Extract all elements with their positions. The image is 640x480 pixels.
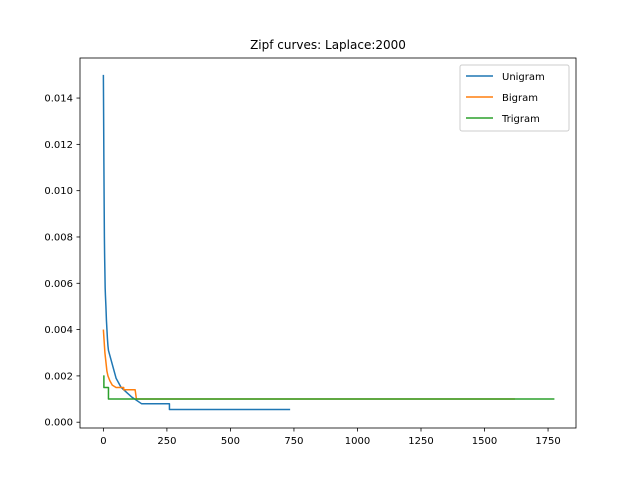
x-tick-label: 500 (221, 436, 240, 447)
legend-label-trigram: Trigram (501, 114, 540, 125)
plot-frame (79, 57, 577, 429)
y-tick-label: 0.006 (44, 279, 73, 290)
x-tick-label: 750 (284, 436, 303, 447)
y-tick-label: 0.014 (44, 94, 73, 105)
x-tick-label: 1750 (535, 436, 560, 447)
series-layer (102, 74, 555, 411)
y-tick-label: 0.000 (44, 418, 73, 429)
y-tick-label: 0.004 (44, 325, 73, 336)
x-tick-label: 250 (157, 436, 176, 447)
x-tick-label: 1000 (345, 436, 370, 447)
legend-box (459, 64, 570, 132)
x-tick-label: 0 (100, 436, 106, 447)
legend-label-bigram: Bigram (502, 93, 538, 104)
y-axis: 0.000 0.002 0.004 0.006 0.008 0.010 0.012 0.014 (44, 94, 80, 429)
legend: Unigram Bigram Trigram (459, 64, 570, 132)
chart-title: Zipf curves: Laplace:2000 (250, 38, 406, 52)
y-tick-label: 0.008 (44, 232, 73, 243)
series-line-trigram (103, 375, 555, 400)
series-line-bigram (102, 329, 516, 400)
x-tick-label: 1250 (408, 436, 433, 447)
y-tick-label: 0.002 (44, 371, 73, 382)
x-axis: 0 250 500 750 1000 1250 1500 1750 (100, 428, 561, 447)
y-tick-label: 0.012 (44, 140, 73, 151)
x-tick-label: 1500 (472, 436, 497, 447)
y-tick-label: 0.010 (44, 186, 73, 197)
series-line-unigram (102, 74, 291, 411)
legend-label-unigram: Unigram (502, 72, 545, 83)
